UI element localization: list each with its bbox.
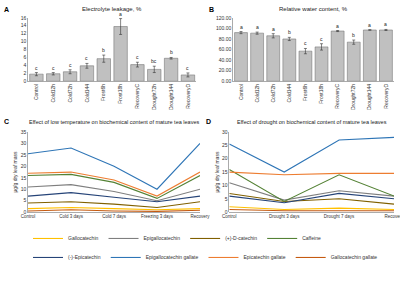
svg-text:5: 5: [225, 196, 228, 202]
svg-text:a: a: [384, 21, 387, 27]
svg-text:Control: Control: [21, 214, 36, 219]
svg-text:8: 8: [24, 46, 27, 52]
svg-text:Drought 3 days: Drought 3 days: [269, 214, 300, 219]
svg-text:Drought144: Drought144: [168, 84, 174, 110]
svg-text:20: 20: [222, 155, 228, 161]
svg-text:Frost6h: Frost6h: [100, 84, 106, 101]
svg-text:40.00: 40.00: [219, 57, 232, 63]
svg-text:Freezing 3 days: Freezing 3 days: [141, 214, 174, 219]
svg-text:2: 2: [24, 70, 27, 76]
svg-text:6: 6: [24, 54, 27, 60]
svg-text:120.00: 120.00: [216, 15, 232, 21]
svg-text:12: 12: [21, 30, 27, 36]
svg-text:Epigallocatechin: Epigallocatechin: [144, 235, 181, 241]
svg-text:Control: Control: [33, 84, 39, 100]
svg-text:c: c: [69, 62, 72, 68]
svg-text:(+)-D-catechin: (+)-D-catechin: [225, 235, 257, 241]
svg-text:Gallocatechin gallate: Gallocatechin gallate: [331, 254, 378, 260]
svg-text:0: 0: [225, 209, 228, 215]
svg-text:20: 20: [21, 163, 27, 169]
svg-text:b: b: [102, 47, 105, 53]
svg-text:Control: Control: [238, 84, 244, 100]
svg-text:Drought72h: Drought72h: [151, 84, 157, 110]
svg-text:RecoveryD: RecoveryD: [185, 84, 191, 109]
svg-text:Drought144: Drought144: [366, 84, 372, 110]
svg-text:Cold72h: Cold72h: [270, 84, 276, 103]
svg-text:35: 35: [21, 129, 27, 135]
svg-text:c: c: [85, 55, 88, 61]
svg-text:c: c: [52, 65, 55, 71]
svg-text:5: 5: [24, 197, 27, 203]
svg-text:100.00: 100.00: [216, 25, 232, 31]
svg-text:Cold12h: Cold12h: [50, 84, 56, 103]
svg-text:15: 15: [222, 169, 228, 175]
svg-text:Recovery: Recovery: [191, 214, 211, 219]
svg-text:Drought72h: Drought72h: [350, 84, 356, 110]
svg-text:0: 0: [24, 78, 27, 84]
svg-text:Relative water content, %: Relative water content, %: [279, 6, 348, 12]
svg-text:a: a: [272, 26, 275, 32]
svg-text:60.00: 60.00: [219, 46, 232, 52]
svg-text:Cold72h: Cold72h: [67, 84, 73, 103]
svg-text:c: c: [186, 65, 189, 71]
svg-text:c: c: [320, 36, 323, 42]
svg-text:4: 4: [24, 62, 27, 68]
svg-text:16: 16: [21, 15, 27, 21]
svg-text:A: A: [4, 6, 9, 13]
svg-text:μg/g dry leaf mass: μg/g dry leaf mass: [214, 151, 220, 192]
svg-text:25: 25: [21, 152, 27, 158]
svg-text:Electrolyte leakage, %: Electrolyte leakage, %: [82, 6, 142, 12]
svg-text:Recovery: Recovery: [384, 214, 400, 219]
svg-text:b: b: [352, 32, 355, 38]
svg-text:a: a: [256, 24, 259, 30]
svg-text:c: c: [304, 40, 307, 46]
svg-text:Caffeine: Caffeine: [302, 235, 321, 241]
svg-text:D: D: [206, 118, 211, 125]
svg-text:B: B: [209, 6, 214, 13]
svg-text:c: c: [136, 54, 139, 60]
svg-text:C: C: [4, 118, 9, 125]
svg-text:RecoveryD: RecoveryD: [383, 84, 389, 109]
svg-text:RecoveryC: RecoveryC: [334, 84, 340, 109]
svg-text:Epicatechin gallate: Epicatechin gallate: [243, 254, 285, 260]
svg-text:Epigallocatechin gallate: Epigallocatechin gallate: [146, 254, 199, 260]
svg-text:(-)-Epicatechin: (-)-Epicatechin: [68, 254, 101, 260]
svg-text:Cold 7 days: Cold 7 days: [102, 214, 127, 219]
svg-text:RecoveryC: RecoveryC: [134, 84, 140, 109]
svg-text:b: b: [170, 49, 173, 55]
svg-text:Frost18h: Frost18h: [117, 84, 123, 104]
svg-text:10: 10: [222, 182, 228, 188]
svg-text:μg/g dry leaf mass: μg/g dry leaf mass: [12, 151, 18, 192]
svg-text:30: 30: [21, 140, 27, 146]
svg-text:a: a: [336, 23, 339, 29]
svg-text:20.00: 20.00: [219, 67, 232, 73]
svg-text:Cold144: Cold144: [84, 84, 90, 103]
svg-text:15: 15: [21, 175, 27, 181]
svg-text:Effect of drought on biochemic: Effect of drought on biochemical content…: [237, 119, 387, 125]
svg-text:b: b: [288, 29, 291, 35]
svg-text:14: 14: [21, 22, 27, 28]
svg-text:Cold144: Cold144: [286, 84, 292, 103]
svg-text:Frost18h: Frost18h: [318, 84, 324, 104]
svg-text:Effect of low temperature on b: Effect of low temperature on biochemical…: [29, 119, 199, 125]
svg-text:10: 10: [21, 186, 27, 192]
svg-text:Cold 3 days: Cold 3 days: [59, 214, 84, 219]
svg-text:0.00: 0.00: [222, 78, 232, 84]
svg-text:0: 0: [24, 209, 27, 215]
svg-text:Drought 7 days: Drought 7 days: [324, 214, 355, 219]
svg-text:bc: bc: [151, 58, 157, 64]
svg-text:Gallocatechin: Gallocatechin: [68, 235, 99, 241]
svg-text:Frost6h: Frost6h: [302, 84, 308, 101]
svg-text:30: 30: [222, 129, 228, 135]
svg-text:10: 10: [21, 38, 27, 44]
svg-text:a: a: [119, 11, 122, 17]
svg-text:c: c: [35, 65, 38, 71]
svg-text:80.00: 80.00: [219, 36, 232, 42]
svg-text:Cold12h: Cold12h: [254, 84, 260, 103]
svg-text:a: a: [368, 22, 371, 28]
svg-text:a: a: [240, 24, 243, 30]
svg-text:25: 25: [222, 142, 228, 148]
svg-text:Control: Control: [222, 214, 237, 219]
